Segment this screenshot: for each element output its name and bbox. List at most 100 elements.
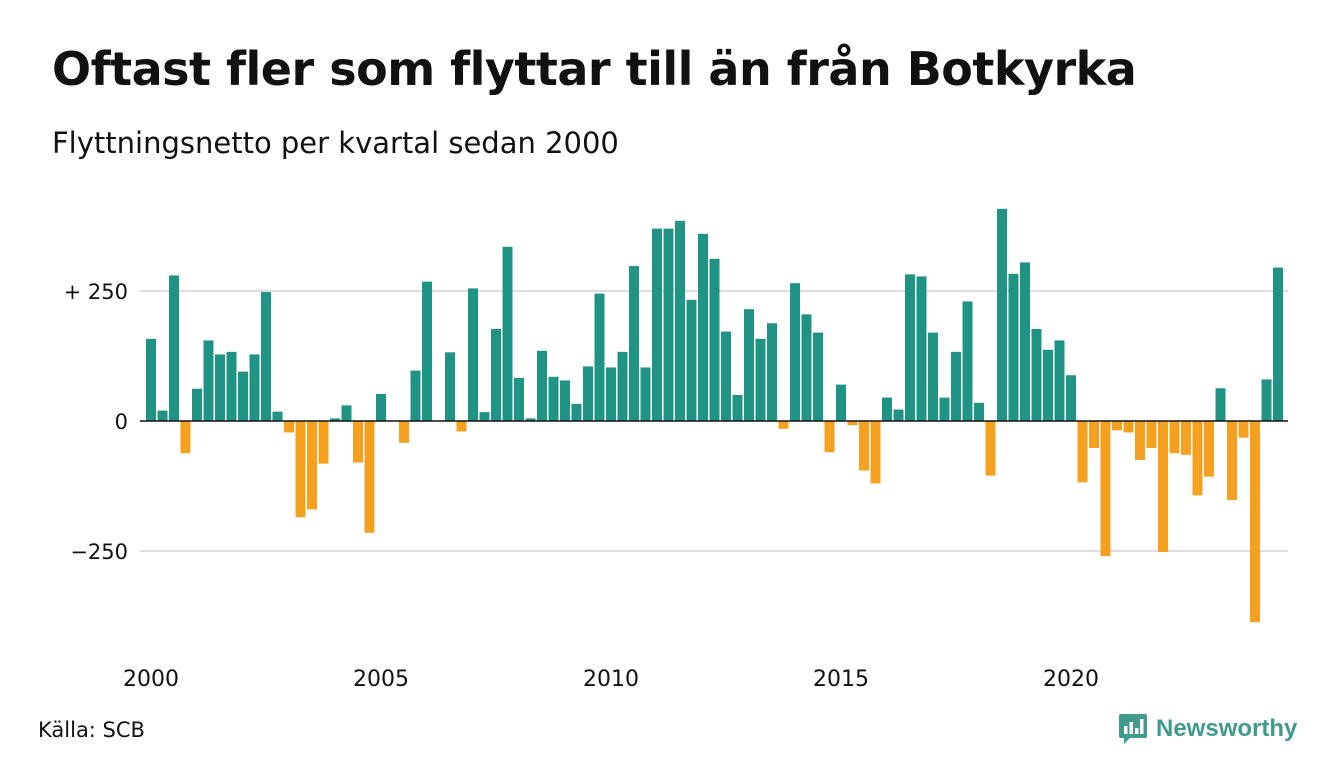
x-tick-label: 2000 xyxy=(123,667,179,692)
bar xyxy=(364,421,375,533)
bar xyxy=(192,388,202,421)
bar xyxy=(1158,421,1168,553)
bar xyxy=(341,405,352,421)
bar xyxy=(583,366,593,421)
bar xyxy=(548,376,559,421)
chart-title: Oftast fler som flyttar till än från Bot… xyxy=(52,42,1137,96)
bar xyxy=(617,351,628,421)
bar xyxy=(721,331,731,421)
y-tick-label: 0 xyxy=(115,410,128,434)
bar xyxy=(939,397,950,421)
bar xyxy=(640,367,651,421)
bar xyxy=(284,421,294,433)
bar xyxy=(709,258,720,421)
bar xyxy=(985,421,996,476)
bar xyxy=(330,418,340,421)
bar xyxy=(537,350,547,421)
bar xyxy=(261,292,271,421)
bar xyxy=(778,421,789,429)
bar xyxy=(1123,421,1134,433)
y-tick-label: −250 xyxy=(70,540,128,564)
bar xyxy=(399,421,409,443)
bar xyxy=(1250,421,1260,623)
bar xyxy=(767,323,777,421)
bar xyxy=(1043,349,1053,421)
source-note: Källa: SCB xyxy=(38,718,145,742)
bar xyxy=(594,293,605,421)
bar xyxy=(1112,421,1122,431)
bar xyxy=(606,367,616,421)
bar xyxy=(307,421,317,510)
bar xyxy=(790,283,800,421)
bar xyxy=(1135,421,1145,460)
bar xyxy=(663,228,674,421)
bar xyxy=(353,421,363,463)
x-tick-label: 2015 xyxy=(813,667,869,692)
bar xyxy=(502,246,513,421)
bar xyxy=(468,288,478,421)
bar xyxy=(847,421,858,426)
bar xyxy=(1100,421,1111,557)
bar xyxy=(686,299,697,421)
bar xyxy=(882,397,892,421)
bar xyxy=(1192,421,1203,496)
bar xyxy=(479,412,490,421)
bar xyxy=(928,332,938,421)
bar xyxy=(249,354,260,421)
bar xyxy=(755,338,766,421)
bar xyxy=(905,274,915,421)
chart-subtitle: Flyttningsnetto per kvartal sedan 2000 xyxy=(52,126,619,160)
bar xyxy=(974,402,984,421)
bar xyxy=(1204,421,1214,477)
bar xyxy=(652,228,662,421)
newsworthy-logo-icon xyxy=(1119,714,1147,744)
bar xyxy=(169,275,179,421)
bar xyxy=(445,352,455,421)
brand-name: Newsworthy xyxy=(1156,715,1298,742)
bar xyxy=(1020,262,1030,421)
bar xyxy=(146,338,156,421)
bar xyxy=(1031,328,1042,421)
bar xyxy=(1273,267,1283,421)
bar xyxy=(272,411,283,421)
bar xyxy=(157,410,168,421)
bar xyxy=(1077,421,1088,483)
bar xyxy=(1261,379,1272,421)
bar xyxy=(1089,421,1099,449)
bar xyxy=(295,421,306,518)
bar xyxy=(376,393,386,421)
bar xyxy=(629,266,639,421)
bar xyxy=(215,354,225,421)
bar xyxy=(1227,421,1237,501)
bar xyxy=(801,314,812,421)
x-axis-tick-labels: 2000 2005 2010 2015 2020 xyxy=(123,667,1099,692)
bar xyxy=(422,281,432,421)
bar xyxy=(560,380,570,421)
bar xyxy=(962,301,973,421)
bar xyxy=(514,377,524,421)
bar xyxy=(1238,421,1249,438)
bar xyxy=(1054,340,1065,421)
bar xyxy=(238,371,248,421)
bar xyxy=(180,421,191,454)
bar xyxy=(1169,421,1180,454)
bar xyxy=(571,403,582,421)
bar xyxy=(870,421,881,484)
bar xyxy=(813,332,823,421)
bar xyxy=(491,328,501,421)
x-tick-label: 2005 xyxy=(353,667,409,692)
x-tick-label: 2020 xyxy=(1043,667,1099,692)
y-tick-label: + 250 xyxy=(64,280,128,304)
bar xyxy=(203,340,214,421)
x-tick-label: 2010 xyxy=(583,667,639,692)
bar xyxy=(732,395,743,421)
bar xyxy=(318,421,329,464)
bar xyxy=(997,208,1007,421)
bars xyxy=(146,208,1283,623)
bar xyxy=(456,421,467,432)
bar xyxy=(1215,388,1226,421)
bar xyxy=(675,220,685,421)
bar xyxy=(836,384,846,421)
bar xyxy=(1146,421,1157,449)
